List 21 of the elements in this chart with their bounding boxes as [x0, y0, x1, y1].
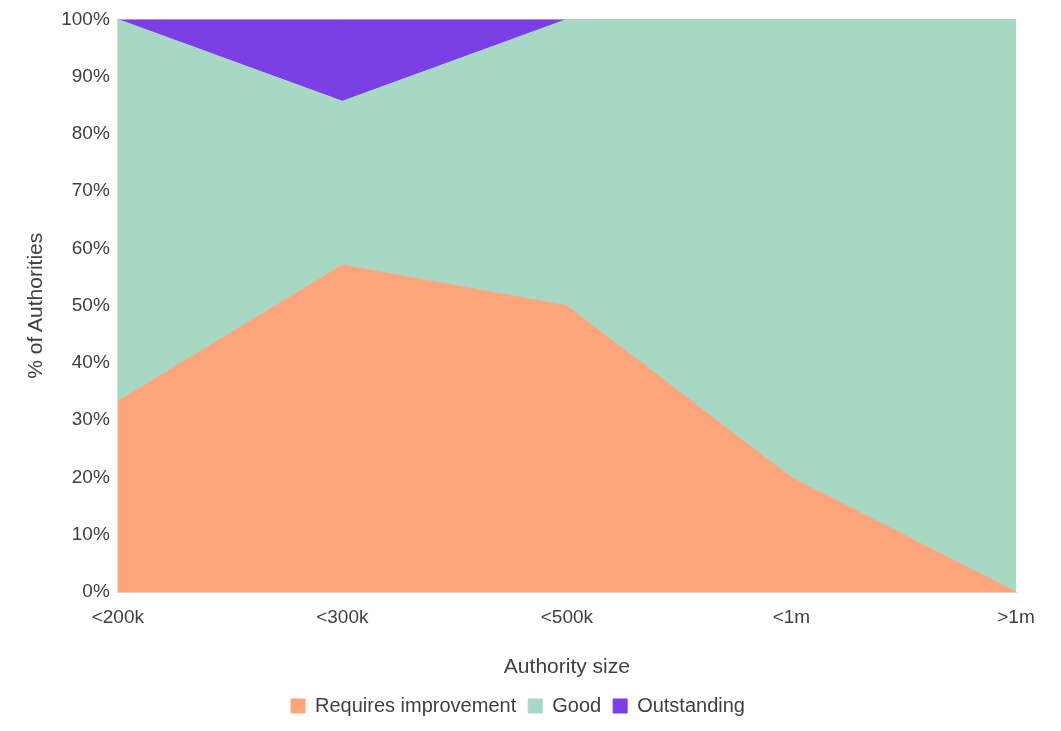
- y-tick-label: 10%: [71, 522, 110, 544]
- y-tick-label: 70%: [71, 179, 110, 201]
- x-tick-label: <300k: [316, 605, 369, 627]
- y-tick-label: 60%: [71, 236, 110, 258]
- y-tick-label: 20%: [71, 465, 110, 487]
- y-tick-label: 100%: [61, 7, 110, 29]
- legend-label: Requires improvement: [315, 693, 517, 716]
- y-tick-label: 80%: [71, 122, 110, 144]
- y-tick-label: 0%: [82, 580, 110, 602]
- x-tick-label: <500k: [540, 605, 594, 627]
- legend-label: Good: [552, 693, 602, 716]
- y-tick-label: 50%: [71, 293, 110, 315]
- x-tick-label: <200k: [91, 605, 145, 627]
- y-tick-label: 30%: [71, 408, 110, 430]
- legend-label: Outstanding: [637, 693, 745, 716]
- y-axis-title: % of Authorities: [23, 232, 47, 379]
- y-tick-label: 40%: [71, 351, 110, 373]
- x-tick-label: >1m: [997, 605, 1035, 627]
- x-tick-label: <1m: [772, 605, 811, 627]
- x-axis-title: Authority size: [503, 654, 630, 678]
- y-tick-label: 90%: [71, 64, 110, 86]
